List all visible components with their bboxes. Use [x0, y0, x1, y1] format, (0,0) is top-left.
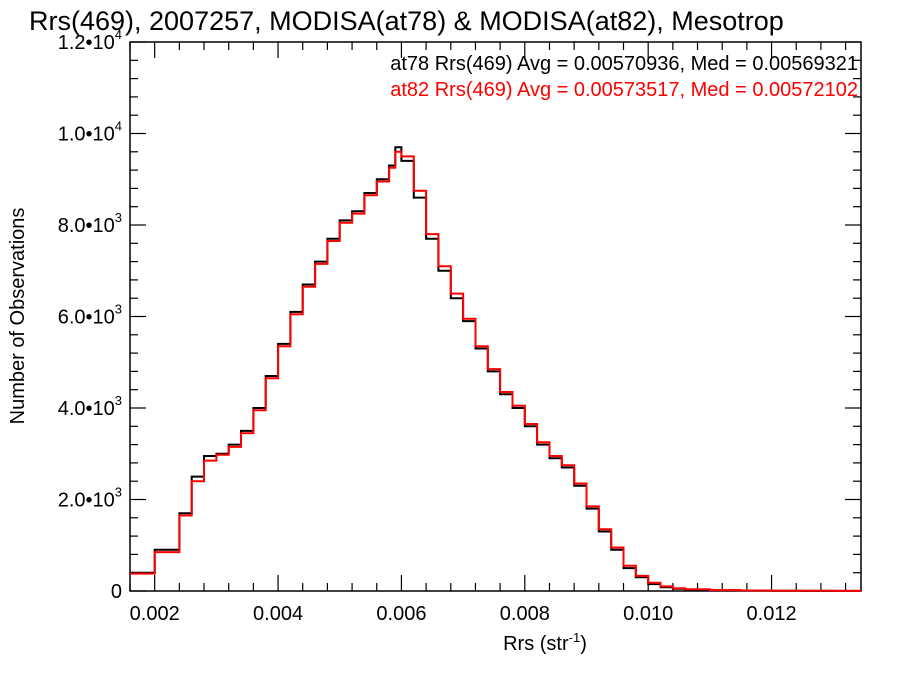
y-tick-label-exponent: 3	[115, 393, 122, 408]
y-tick-label: 0	[111, 581, 122, 603]
legend-entry-at78: at78 Rrs(469) Avg = 0.00570936, Med = 0.…	[390, 53, 858, 75]
chart-title: Rrs(469), 2007257, MODISA(at78) & MODISA…	[29, 6, 784, 36]
x-axis-label: Rrs (str-1)	[503, 630, 587, 655]
series-line-at82	[130, 150, 862, 592]
x-tick-label: 0.012	[747, 603, 797, 625]
x-tick-label: 0.002	[130, 603, 180, 625]
y-axis-label: Number of Observations	[7, 208, 29, 425]
x-tick-label: 0.006	[376, 603, 426, 625]
x-axis-label-sup: -1	[569, 630, 581, 645]
y-tick-label-mantissa: 8.0•10	[58, 215, 115, 237]
y-tick-label: 4.0•103	[58, 393, 122, 420]
y-tick-label: 1.2•104	[58, 27, 122, 54]
x-tick-label: 0.010	[623, 603, 673, 625]
y-tick-label: 8.0•103	[58, 210, 122, 237]
x-axis-label-main: Rrs (str	[503, 633, 569, 655]
x-tick-label: 0.004	[253, 603, 303, 625]
y-tick-label: 1.0•104	[58, 119, 122, 146]
y-tick-label-mantissa: 4.0•10	[58, 398, 115, 420]
y-tick-label-exponent: 3	[115, 485, 122, 500]
y-axis-ticks: 02.0•1034.0•1036.0•1038.0•1031.0•1041.2•…	[58, 27, 861, 603]
plot-frame	[129, 41, 862, 592]
y-tick-label-mantissa: 1.2•10	[58, 32, 115, 54]
y-tick-label: 6.0•103	[58, 302, 122, 329]
y-tick-label-exponent: 3	[115, 210, 122, 225]
y-tick-label: 2.0•103	[58, 485, 122, 512]
x-axis-ticks: 0.002 0.004 0.006 0.008 0.010 0.012	[129, 42, 847, 625]
series-group	[130, 146, 862, 592]
y-tick-label-mantissa: 1.0•10	[58, 124, 115, 146]
y-tick-label-mantissa: 2.0•10	[58, 490, 115, 512]
y-tick-label-mantissa: 0	[111, 581, 122, 603]
x-tick-label: 0.008	[500, 603, 550, 625]
legend-entry-at82: at82 Rrs(469) Avg = 0.00573517, Med = 0.…	[390, 79, 858, 101]
x-axis-label-end: )	[580, 633, 587, 655]
y-tick-label-exponent: 4	[115, 27, 122, 42]
y-tick-label-mantissa: 6.0•10	[58, 307, 115, 329]
y-tick-label-exponent: 4	[115, 119, 122, 134]
y-tick-label-exponent: 3	[115, 302, 122, 317]
